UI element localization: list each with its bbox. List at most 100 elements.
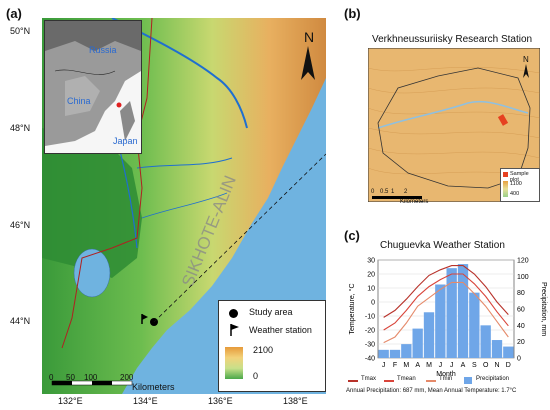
lon-label-136: 136°E bbox=[208, 396, 233, 406]
river-tributary-2 bbox=[141, 192, 228, 219]
weather-station-marker[interactable] bbox=[141, 314, 148, 324]
legend-study-area-label: Study area bbox=[249, 307, 293, 317]
scale-b-unit: Kilometers bbox=[400, 199, 429, 205]
x-tick-label: M bbox=[426, 362, 432, 369]
inset-label-japan: Japan bbox=[113, 136, 138, 146]
north-arrow-icon bbox=[301, 46, 315, 80]
legend-elev-min: 0 bbox=[253, 371, 259, 381]
y2-tick-label: 40 bbox=[517, 323, 525, 330]
legend-precip-swatch bbox=[464, 377, 472, 384]
x-tick-label: J bbox=[439, 362, 443, 369]
y-tick-label: -40 bbox=[365, 356, 375, 363]
precip-bar bbox=[389, 349, 401, 358]
river-tributary bbox=[136, 157, 233, 169]
legend-tmin-swatch bbox=[426, 380, 436, 382]
y-tick-label: 30 bbox=[367, 258, 375, 265]
inset-label-russia: Russia bbox=[89, 45, 117, 55]
legend-precip-label: Precipitation bbox=[476, 376, 510, 382]
y2-tick-label: 100 bbox=[517, 274, 529, 281]
scale-b-tick-05: 0.5 bbox=[380, 189, 389, 195]
precip-bar bbox=[423, 312, 435, 358]
precip-bar bbox=[446, 268, 457, 358]
x-tick-label: J bbox=[382, 362, 386, 369]
lowland-plain bbox=[42, 128, 142, 278]
precip-bar bbox=[480, 325, 491, 358]
y2-tick-label: 60 bbox=[517, 307, 525, 314]
legend-elev-max: 2100 bbox=[253, 345, 274, 355]
north-arrow-icon-b bbox=[523, 64, 529, 78]
y-tick-label: 0 bbox=[371, 300, 375, 307]
y-tick-label: -30 bbox=[365, 342, 375, 349]
catchment-boundary bbox=[377, 67, 531, 189]
panel-a-label: (a) bbox=[6, 6, 22, 21]
y2-tick-label: 80 bbox=[517, 290, 525, 297]
lon-label-134: 134°E bbox=[133, 396, 158, 406]
x-tick-label: N bbox=[494, 362, 499, 369]
y-axis-label: Temperature, °C bbox=[348, 283, 356, 334]
temp-line-tmin bbox=[383, 281, 509, 344]
precip-bar bbox=[412, 328, 423, 358]
panel-b-legend: Sample plot 1100 400 bbox=[500, 168, 540, 202]
precip-bar bbox=[401, 344, 412, 358]
y-tick-label: -10 bbox=[365, 314, 375, 321]
precip-bar bbox=[491, 340, 503, 358]
precip-bar bbox=[457, 264, 469, 358]
legend-weather-station-icon bbox=[230, 324, 239, 336]
scale-tick-50: 50 bbox=[66, 373, 75, 382]
lon-label-132: 132°E bbox=[58, 396, 83, 406]
temp-line-tmax bbox=[383, 265, 509, 318]
lake-khanka bbox=[73, 248, 111, 298]
precip-bar bbox=[469, 292, 480, 358]
legend-tmin-label: Tmin bbox=[439, 376, 453, 382]
map-legend: Study area Weather station 2100 0 bbox=[218, 300, 326, 392]
national-border bbox=[61, 18, 153, 349]
y2-tick-label: 0 bbox=[517, 356, 521, 363]
x-tick-label: D bbox=[506, 362, 511, 369]
x-tick-label: A bbox=[461, 362, 466, 369]
legend-elevation-ramp bbox=[225, 347, 243, 379]
y2-axis-label: Precipitation, mm bbox=[540, 282, 547, 336]
precip-bar bbox=[378, 349, 389, 358]
x-tick-label: S bbox=[472, 362, 477, 369]
lon-label-138: 138°E bbox=[283, 396, 308, 406]
sample-plot-marker[interactable] bbox=[497, 114, 509, 126]
y2-tick-label: 20 bbox=[517, 339, 525, 346]
scalebar-b bbox=[372, 196, 422, 199]
panel-c-label: (c) bbox=[344, 228, 360, 243]
lat-label-48: 48°N bbox=[10, 123, 31, 133]
lat-label-44: 44°N bbox=[10, 316, 31, 326]
legend-weather-station-label: Weather station bbox=[249, 325, 312, 335]
scalebar-a bbox=[51, 380, 133, 386]
legend-tmax-label: Tmax bbox=[361, 376, 376, 382]
panel-c-title: Chuguevka Weather Station bbox=[380, 240, 505, 251]
lat-label-46: 46°N bbox=[10, 220, 31, 230]
north-letter: N bbox=[304, 29, 314, 45]
y-tick-label: 20 bbox=[367, 272, 375, 279]
x-tick-label: A bbox=[415, 362, 420, 369]
legend-b-low: 400 bbox=[510, 191, 520, 197]
scale-unit: Kilometers bbox=[132, 382, 175, 392]
legend-study-area-icon bbox=[229, 309, 238, 318]
scale-tick-200: 200 bbox=[120, 373, 134, 382]
inset-map[interactable]: Russia China Japan bbox=[44, 20, 142, 154]
y2-tick-label: 120 bbox=[517, 258, 529, 265]
north-letter-b: N bbox=[523, 55, 529, 64]
scale-tick-0: 0 bbox=[49, 373, 54, 382]
main-map[interactable]: SIKHOTE-ALIN N bbox=[42, 18, 326, 394]
scale-tick-100: 100 bbox=[84, 373, 98, 382]
scale-b-tick-2: 2 bbox=[404, 189, 408, 195]
legend-b-high: 1100 bbox=[510, 181, 522, 187]
legend-sample-plot-label: Sample plot bbox=[510, 171, 529, 183]
connector-line bbox=[153, 153, 326, 323]
x-tick-label: O bbox=[483, 362, 489, 369]
inset-map-graphic bbox=[45, 21, 141, 153]
x-tick-label: J bbox=[450, 362, 454, 369]
chart-legend: Tmax Tmean Tmin Precipitation bbox=[346, 376, 546, 386]
legend-tmean-label: Tmean bbox=[397, 376, 416, 382]
lat-label-50: 50°N bbox=[10, 26, 31, 36]
precip-bar bbox=[435, 284, 446, 358]
inset-label-china: China bbox=[67, 96, 91, 106]
legend-sample-plot-icon bbox=[503, 172, 508, 177]
y-tick-label: 10 bbox=[367, 286, 375, 293]
